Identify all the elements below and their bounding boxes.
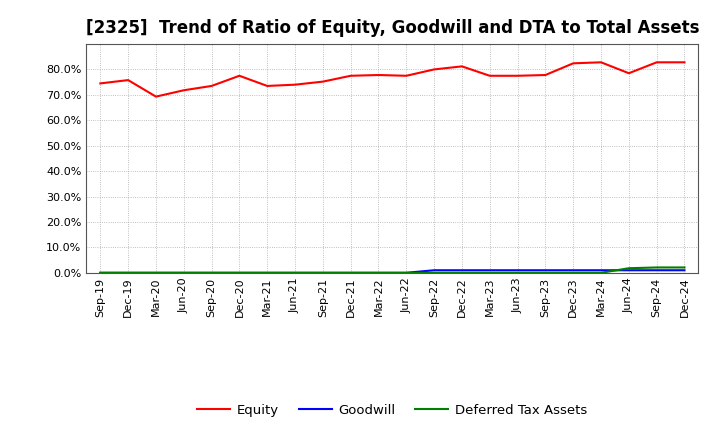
Goodwill	[291, 270, 300, 275]
Equity	[207, 83, 216, 88]
Goodwill	[124, 270, 132, 275]
Equity	[485, 73, 494, 78]
Deferred Tax Assets	[597, 270, 606, 275]
Equity	[179, 88, 188, 93]
Deferred Tax Assets	[569, 270, 577, 275]
Deferred Tax Assets	[179, 270, 188, 275]
Goodwill	[652, 268, 661, 273]
Line: Equity: Equity	[100, 62, 685, 97]
Goodwill	[346, 270, 355, 275]
Deferred Tax Assets	[624, 266, 633, 271]
Deferred Tax Assets	[152, 270, 161, 275]
Deferred Tax Assets	[652, 265, 661, 270]
Equity	[680, 60, 689, 65]
Deferred Tax Assets	[458, 270, 467, 275]
Equity	[541, 72, 550, 77]
Goodwill	[263, 270, 271, 275]
Goodwill	[235, 270, 243, 275]
Equity	[430, 67, 438, 72]
Equity	[152, 94, 161, 99]
Goodwill	[402, 270, 410, 275]
Goodwill	[318, 270, 327, 275]
Goodwill	[513, 268, 522, 273]
Deferred Tax Assets	[513, 270, 522, 275]
Deferred Tax Assets	[318, 270, 327, 275]
Equity	[458, 64, 467, 69]
Equity	[513, 73, 522, 78]
Equity	[124, 77, 132, 83]
Goodwill	[597, 268, 606, 273]
Goodwill	[485, 268, 494, 273]
Deferred Tax Assets	[402, 270, 410, 275]
Goodwill	[541, 268, 550, 273]
Goodwill	[458, 268, 467, 273]
Goodwill	[680, 268, 689, 273]
Equity	[652, 60, 661, 65]
Legend: Equity, Goodwill, Deferred Tax Assets: Equity, Goodwill, Deferred Tax Assets	[192, 398, 593, 422]
Equity	[291, 82, 300, 87]
Equity	[624, 70, 633, 76]
Title: [2325]  Trend of Ratio of Equity, Goodwill and DTA to Total Assets: [2325] Trend of Ratio of Equity, Goodwil…	[86, 19, 699, 37]
Goodwill	[569, 268, 577, 273]
Goodwill	[96, 270, 104, 275]
Equity	[597, 60, 606, 65]
Deferred Tax Assets	[263, 270, 271, 275]
Deferred Tax Assets	[541, 270, 550, 275]
Goodwill	[179, 270, 188, 275]
Equity	[569, 61, 577, 66]
Deferred Tax Assets	[291, 270, 300, 275]
Deferred Tax Assets	[235, 270, 243, 275]
Equity	[402, 73, 410, 78]
Deferred Tax Assets	[374, 270, 383, 275]
Deferred Tax Assets	[346, 270, 355, 275]
Deferred Tax Assets	[96, 270, 104, 275]
Goodwill	[430, 268, 438, 273]
Deferred Tax Assets	[680, 265, 689, 270]
Line: Deferred Tax Assets: Deferred Tax Assets	[100, 268, 685, 273]
Deferred Tax Assets	[485, 270, 494, 275]
Equity	[263, 83, 271, 88]
Line: Goodwill: Goodwill	[100, 270, 685, 273]
Goodwill	[374, 270, 383, 275]
Equity	[346, 73, 355, 78]
Equity	[235, 73, 243, 78]
Equity	[318, 79, 327, 84]
Goodwill	[624, 268, 633, 273]
Equity	[96, 81, 104, 86]
Deferred Tax Assets	[430, 270, 438, 275]
Goodwill	[207, 270, 216, 275]
Deferred Tax Assets	[124, 270, 132, 275]
Deferred Tax Assets	[207, 270, 216, 275]
Equity	[374, 72, 383, 77]
Goodwill	[152, 270, 161, 275]
